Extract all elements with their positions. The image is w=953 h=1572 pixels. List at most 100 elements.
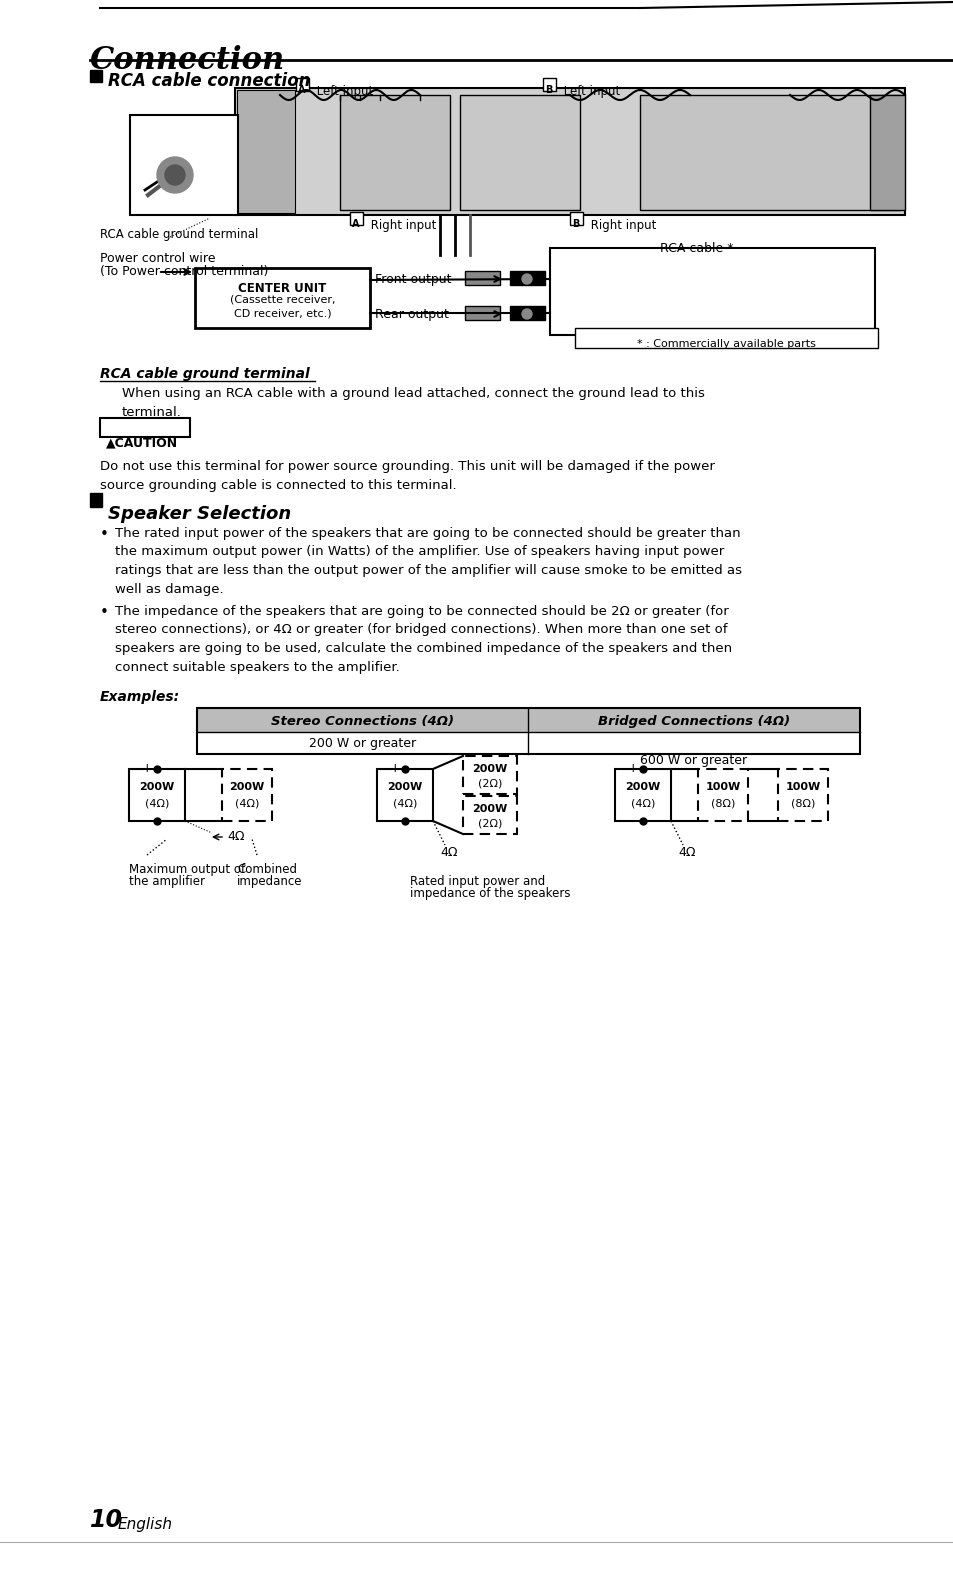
Text: Combined: Combined	[236, 863, 296, 876]
Bar	[196, 707, 527, 733]
Bar	[575, 329, 877, 347]
Bar	[869, 94, 904, 211]
Text: RCA cable ground terminal: RCA cable ground terminal	[100, 228, 258, 241]
Text: (2Ω): (2Ω)	[477, 817, 501, 828]
Text: (4Ω): (4Ω)	[234, 799, 259, 808]
Text: -: -	[633, 814, 638, 827]
Text: Front output: Front output	[375, 274, 451, 286]
Bar	[222, 769, 272, 821]
Text: The impedance of the speakers that are going to be connected should be 2Ω or gre: The impedance of the speakers that are g…	[115, 605, 731, 673]
Circle shape	[157, 157, 193, 193]
Text: 200W: 200W	[472, 803, 507, 814]
Text: English: English	[118, 1517, 172, 1533]
Text: impedance of the speakers: impedance of the speakers	[410, 887, 570, 901]
Text: 4Ω: 4Ω	[227, 830, 244, 844]
Text: CENTER UNIT: CENTER UNIT	[238, 281, 326, 296]
Text: •: •	[100, 527, 109, 542]
Text: Left input: Left input	[559, 85, 619, 97]
Text: B: B	[545, 85, 552, 94]
Bar	[236, 90, 294, 212]
Bar	[778, 769, 827, 821]
Text: 4Ω: 4Ω	[439, 846, 457, 860]
Bar	[194, 267, 370, 329]
Text: Rated input power and: Rated input power and	[410, 876, 545, 888]
Text: Connection: Connection	[90, 46, 285, 75]
Text: 10: 10	[90, 1508, 123, 1533]
Bar	[339, 94, 450, 211]
Text: * : Commercially available parts: * : Commercially available parts	[637, 340, 815, 349]
Text: +: +	[627, 762, 638, 775]
Text: 200W: 200W	[472, 764, 507, 773]
Text: 4Ω: 4Ω	[678, 846, 695, 860]
Text: 200W: 200W	[139, 781, 174, 792]
Text: +: +	[389, 762, 399, 775]
Bar	[510, 307, 544, 321]
Text: RCA cable connection: RCA cable connection	[108, 72, 310, 90]
Bar	[130, 115, 237, 215]
Bar	[462, 756, 517, 794]
Bar	[615, 769, 670, 821]
Text: Stereo Connections (4Ω): Stereo Connections (4Ω)	[271, 715, 454, 728]
Text: (8Ω): (8Ω)	[710, 799, 735, 808]
Bar	[464, 270, 499, 285]
Bar	[196, 707, 859, 755]
Text: 600 W or greater: 600 W or greater	[639, 755, 747, 767]
Circle shape	[521, 274, 532, 285]
Bar	[129, 769, 185, 821]
Text: RCA cable *: RCA cable *	[659, 242, 733, 255]
Bar	[462, 795, 517, 835]
Text: B: B	[572, 219, 579, 230]
Text: A: A	[298, 85, 305, 94]
Bar	[639, 94, 899, 211]
Text: (2Ω): (2Ω)	[477, 778, 501, 788]
Text: (8Ω): (8Ω)	[790, 799, 814, 808]
Text: Left input: Left input	[313, 85, 373, 97]
Text: (Cassette receiver,: (Cassette receiver,	[230, 296, 335, 305]
Text: Rear output: Rear output	[375, 308, 449, 321]
Bar	[350, 212, 363, 225]
Bar	[90, 71, 102, 82]
Text: Maximum output of: Maximum output of	[129, 863, 245, 876]
Text: CD receiver, etc.): CD receiver, etc.)	[233, 308, 331, 318]
Bar	[459, 94, 579, 211]
Text: (4Ω): (4Ω)	[145, 799, 169, 808]
Bar	[234, 88, 904, 215]
Text: Right input: Right input	[586, 219, 656, 233]
Text: Power control wire: Power control wire	[100, 252, 215, 266]
Text: (To Power control terminal): (To Power control terminal)	[100, 266, 268, 278]
Text: ▲CAUTION: ▲CAUTION	[106, 435, 178, 450]
Text: RCA cable ground terminal: RCA cable ground terminal	[100, 366, 310, 380]
Text: +: +	[141, 762, 152, 775]
Text: •: •	[100, 605, 109, 619]
Bar	[510, 270, 544, 285]
Text: (4Ω): (4Ω)	[630, 799, 655, 808]
Text: A: A	[352, 219, 359, 230]
Circle shape	[521, 310, 532, 319]
Text: the amplifier: the amplifier	[129, 876, 205, 888]
Text: 100W: 100W	[784, 781, 820, 792]
Circle shape	[165, 165, 185, 185]
Text: (4Ω): (4Ω)	[393, 799, 416, 808]
Bar	[569, 212, 582, 225]
Text: The rated input power of the speakers that are going to be connected should be g: The rated input power of the speakers th…	[115, 527, 741, 596]
Text: 200W: 200W	[229, 781, 264, 792]
Text: 200W: 200W	[387, 781, 422, 792]
Bar	[376, 769, 433, 821]
Bar	[464, 307, 499, 321]
Text: Do not use this terminal for power source grounding. This unit will be damaged i: Do not use this terminal for power sourc…	[100, 461, 714, 492]
Text: 200 W or greater: 200 W or greater	[309, 737, 416, 750]
Bar	[100, 418, 190, 437]
Text: -: -	[148, 814, 152, 827]
Text: Speaker Selection: Speaker Selection	[108, 505, 291, 523]
Text: Right input: Right input	[367, 219, 436, 233]
Bar	[542, 79, 556, 91]
Bar	[527, 707, 859, 733]
Text: -: -	[395, 814, 399, 827]
Text: Bridged Connections (4Ω): Bridged Connections (4Ω)	[598, 715, 789, 728]
Bar	[90, 494, 102, 508]
Bar	[698, 769, 747, 821]
Text: impedance: impedance	[236, 876, 302, 888]
Bar	[295, 79, 309, 91]
Text: When using an RCA cable with a ground lead attached, connect the ground lead to : When using an RCA cable with a ground le…	[122, 387, 704, 420]
Bar	[550, 248, 874, 335]
